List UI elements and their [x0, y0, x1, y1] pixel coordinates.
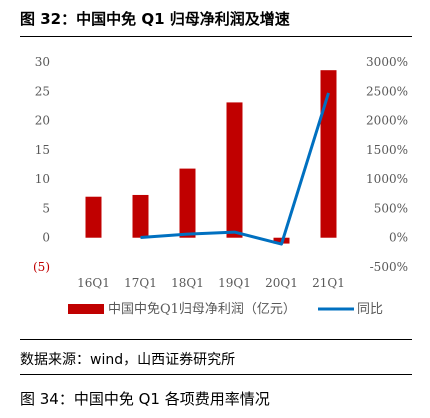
left-tick-label: 5 [42, 201, 50, 215]
legend-swatch-bar [68, 304, 104, 314]
title-divider [20, 36, 412, 37]
left-tick-label: 15 [35, 143, 50, 157]
x-tick-label: 17Q1 [124, 276, 157, 290]
bar-16Q1 [85, 196, 102, 238]
legend: 中国中免Q1归母净利润（亿元） 同比 [68, 302, 383, 317]
x-tick-label: 21Q1 [312, 276, 345, 290]
right-tick-label: -500% [370, 260, 408, 274]
legend-label-bar: 中国中免Q1归母净利润（亿元） [108, 302, 296, 317]
figure-title: 图 32：中国中免 Q1 归母净利润及增速 [20, 10, 290, 28]
yoy-line [140, 92, 330, 246]
left-tick-label: 0 [42, 231, 50, 245]
bar-series [85, 70, 337, 244]
left-tick-label: 25 [35, 84, 50, 98]
chart-bottom-divider [20, 339, 412, 340]
right-tick-label: 1500% [366, 143, 408, 157]
right-tick-label: 500% [374, 201, 408, 215]
right-axis: -500% 0% 500% 1000% 1500% 2000% 2500% 3000% [366, 55, 408, 274]
left-tick-label: 30 [35, 55, 50, 69]
chart: (5) 0 5 10 15 20 25 30 -500% 0% 500% 1000% 1500% 200… [33, 55, 408, 317]
x-tick-label: 20Q1 [265, 276, 298, 290]
right-tick-label: 0% [389, 231, 408, 245]
x-axis: 16Q1 17Q1 18Q1 19Q1 20Q1 21Q1 [77, 276, 345, 290]
left-axis: (5) 0 5 10 15 20 25 30 [33, 55, 50, 274]
x-tick-label: 16Q1 [77, 276, 110, 290]
figure-title-bar: 图 32：中国中免 Q1 归母净利润及增速 [0, 0, 430, 36]
left-tick-label: 20 [35, 114, 50, 128]
left-tick-label: (5) [33, 260, 50, 274]
bar-19Q1 [226, 102, 243, 238]
bar-21Q1 [320, 70, 337, 238]
line-series [140, 92, 330, 246]
legend-label-line: 同比 [357, 302, 383, 317]
next-figure-title: 图 34：中国中免 Q1 各项费用率情况 [20, 390, 270, 408]
x-tick-label: 18Q1 [171, 276, 204, 290]
source-divider [20, 374, 412, 375]
right-tick-label: 3000% [366, 55, 408, 69]
bar-17Q1 [132, 194, 149, 238]
right-tick-label: 2500% [366, 84, 408, 98]
right-tick-label: 1000% [366, 172, 408, 186]
x-tick-label: 19Q1 [218, 276, 251, 290]
right-tick-label: 2000% [366, 114, 408, 128]
bar-18Q1 [179, 168, 196, 238]
left-tick-label: 10 [35, 172, 50, 186]
source-note: 数据来源：wind，山西证券研究所 [20, 352, 236, 368]
